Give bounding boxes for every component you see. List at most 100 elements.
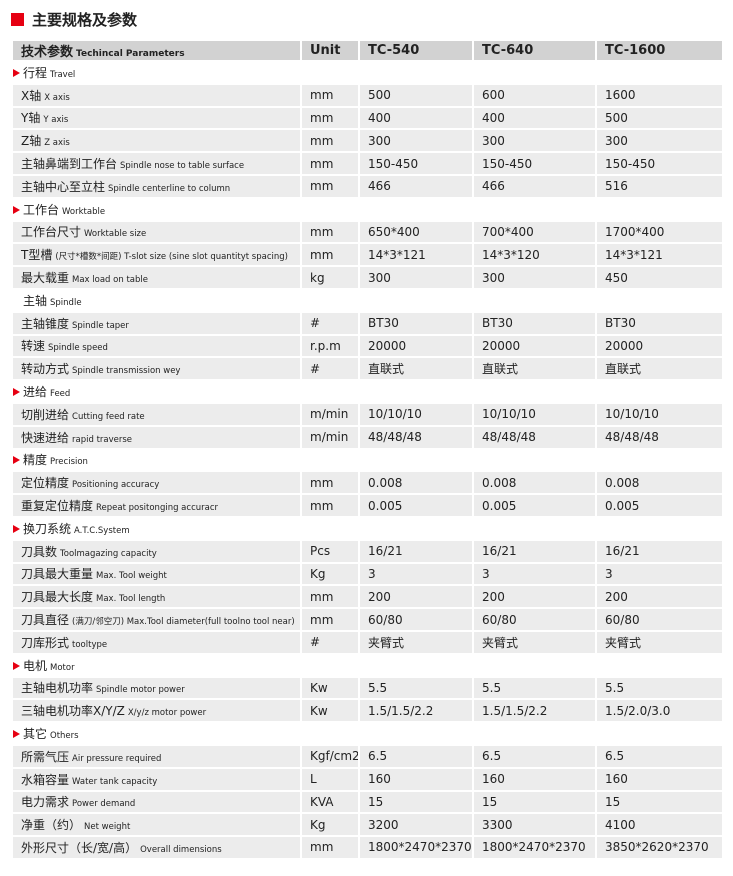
value-cell: 5.5: [472, 675, 597, 701]
value-cell: 160: [472, 766, 597, 792]
table-row: Y轴 Y axis mm 400 400 500: [11, 105, 724, 131]
value-cell: 0.005: [358, 493, 474, 518]
value-cell: 0.005: [595, 493, 724, 518]
unit-cell: KVA: [300, 789, 360, 815]
param-name: 刀具最大重量 Max. Tool weight: [11, 561, 302, 587]
value-cell: 200: [472, 584, 597, 610]
table-row: 主轴电机功率 Spindle motor power Kw 5.5 5.5 5.5: [11, 675, 724, 701]
unit-cell: mm: [300, 584, 360, 610]
table-row: 快速进给 rapid traverse m/min 48/48/48 48/48/…: [11, 424, 724, 450]
value-cell: 300: [595, 128, 724, 154]
header-model: TC-1600: [595, 39, 724, 62]
value-cell: 20000: [472, 333, 597, 359]
param-name: X轴 X axis: [11, 82, 302, 108]
value-cell: 700*400: [472, 219, 597, 245]
page-title: 主要规格及参数: [11, 9, 137, 30]
unit-cell: Kw: [300, 675, 360, 701]
table-row: 刀库形式 tooltype # 夹臂式 夹臂式 夹臂式: [11, 629, 724, 655]
section-row: 精度 Precision: [11, 447, 724, 473]
unit-cell: mm: [300, 219, 360, 245]
unit-cell: Pcs: [300, 538, 360, 564]
table-row: 三轴电机功率X/Y/Z X/y/z motor power Kw 1.5/1.5/…: [11, 698, 724, 724]
header-param: 技术参数 Techincal Parameters: [11, 39, 302, 62]
value-cell: 15: [595, 789, 724, 815]
section-title: 精度 Precision: [11, 447, 724, 473]
title-text: 主要规格及参数: [32, 11, 138, 29]
section-title: 行程 Travel: [11, 60, 724, 85]
value-cell: 3850*2620*2370: [595, 835, 724, 860]
triangle-marker-icon: [14, 68, 20, 77]
unit-cell: m/min: [300, 401, 360, 427]
table-row: 主轴鼻端到工作台 Spindle nose to table surface mm…: [11, 151, 724, 176]
param-name: Y轴 Y axis: [11, 105, 302, 131]
param-name: 定位精度 Positioning accuracy: [11, 470, 302, 496]
value-cell: 466: [358, 173, 474, 199]
value-cell: 650*400: [358, 219, 474, 245]
param-name: 切削进给 Cutting feed rate: [11, 401, 302, 427]
table-row: 重复定位精度 Repeat positonging accuracr mm 0.0…: [11, 493, 724, 518]
unit-cell: L: [300, 766, 360, 792]
value-cell: BT30: [358, 310, 474, 336]
triangle-marker-icon: [14, 456, 20, 465]
value-cell: 14*3*120: [472, 242, 597, 268]
value-cell: 48/48/48: [472, 424, 597, 450]
value-cell: 160: [358, 766, 474, 792]
section-row: 进给 Feed: [11, 379, 724, 404]
unit-cell: mm: [300, 105, 360, 131]
param-name: 所需气压 Air pressure required: [11, 743, 302, 769]
param-name: 主轴电机功率 Spindle motor power: [11, 675, 302, 701]
value-cell: 450: [595, 265, 724, 290]
unit-cell: m/min: [300, 424, 360, 450]
unit-cell: r.p.m: [300, 333, 360, 359]
value-cell: 60/80: [472, 607, 597, 632]
value-cell: 5.5: [595, 675, 724, 701]
param-name: 转动方式 Spindle transmission wey: [11, 356, 302, 382]
value-cell: 48/48/48: [595, 424, 724, 450]
value-cell: 466: [472, 173, 597, 199]
table-row: 转速 Spindle speed r.p.m 20000 20000 20000: [11, 333, 724, 359]
value-cell: 1.5/1.5/2.2: [472, 698, 597, 724]
param-name: 净重（约） Net weight: [11, 812, 302, 838]
unit-cell: Kg: [300, 561, 360, 587]
value-cell: 0.008: [472, 470, 597, 496]
unit-cell: mm: [300, 82, 360, 108]
value-cell: 16/21: [595, 538, 724, 564]
table-row: 水箱容量 Water tank capacity L 160 160 160: [11, 766, 724, 792]
value-cell: 200: [595, 584, 724, 610]
value-cell: 15: [472, 789, 597, 815]
value-cell: 直联式: [595, 356, 724, 382]
table-row: 切削进给 Cutting feed rate m/min 10/10/10 10/…: [11, 401, 724, 427]
value-cell: 16/21: [358, 538, 474, 564]
value-cell: 150-450: [472, 151, 597, 176]
header-unit: Unit: [300, 39, 360, 62]
table-row: 定位精度 Positioning accuracy mm 0.008 0.008 …: [11, 470, 724, 496]
header-model: TC-540: [358, 39, 474, 62]
value-cell: 直联式: [472, 356, 597, 382]
value-cell: 14*3*121: [595, 242, 724, 268]
value-cell: 10/10/10: [472, 401, 597, 427]
table-row: 最大载重 Max load on table kg 300 300 450: [11, 265, 724, 290]
unit-cell: mm: [300, 151, 360, 176]
triangle-marker-icon: [14, 730, 20, 738]
table-row: 工作台尺寸 Worktable size mm 650*400 700*400 1…: [11, 219, 724, 245]
value-cell: 150-450: [358, 151, 474, 176]
param-name: 刀具直径 (满刀/邻空刀) Max.Tool diameter(full tool…: [11, 607, 302, 632]
unit-cell: mm: [300, 835, 360, 860]
value-cell: 6.5: [358, 743, 474, 769]
value-cell: 6.5: [472, 743, 597, 769]
param-name: 刀具数 Toolmagazing capacity: [11, 538, 302, 564]
value-cell: 600: [472, 82, 597, 108]
value-cell: 500: [595, 105, 724, 131]
value-cell: 0.008: [358, 470, 474, 496]
section-row: 其它 Others: [11, 721, 724, 746]
section-row: 工作台 Worktable: [11, 196, 724, 222]
value-cell: 夹臂式: [358, 629, 474, 655]
param-name: 重复定位精度 Repeat positonging accuracr: [11, 493, 302, 518]
unit-cell: mm: [300, 470, 360, 496]
value-cell: 400: [472, 105, 597, 131]
value-cell: 直联式: [358, 356, 474, 382]
value-cell: 16/21: [472, 538, 597, 564]
triangle-marker-icon: [14, 661, 20, 670]
section-row: 换刀系统 A.T.C.System: [11, 515, 724, 541]
param-name: 主轴中心至立柱 Spindle centerline to column: [11, 173, 302, 199]
